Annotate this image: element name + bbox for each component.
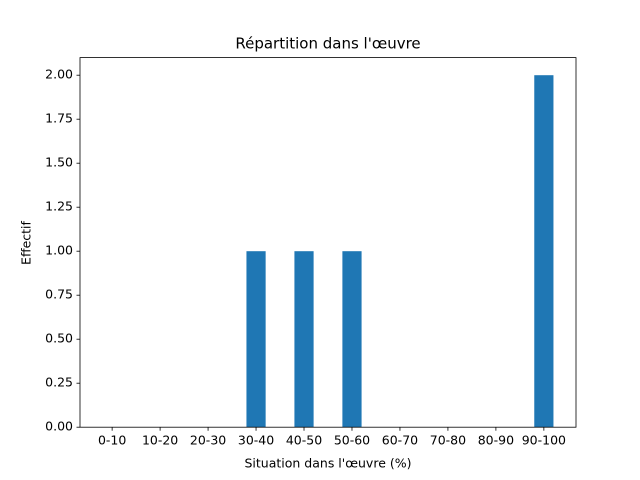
x-tick-label: 20-30 [190,433,226,448]
chart-title: Répartition dans l'œuvre [235,35,420,53]
y-tick-label: 0.50 [45,331,73,346]
y-tick-label: 0.25 [45,375,73,390]
x-axis-label: Situation dans l'œuvre (%) [245,456,412,471]
plot-frame [79,57,577,428]
y-tick-label: 0.75 [45,287,73,302]
bar [342,251,362,428]
x-tick-label: 60-70 [382,433,418,448]
x-tick-label: 40-50 [286,433,322,448]
y-tick-label: 2.00 [45,67,73,82]
x-tick-label: 30-40 [238,433,274,448]
y-tick-label: 1.25 [45,199,73,214]
y-tick-label: 1.75 [45,111,73,126]
bar [534,75,554,428]
y-tick-label: 0.00 [45,419,73,434]
y-tick-label: 1.50 [45,155,73,170]
bar [246,251,266,428]
x-tick-label: 70-80 [430,433,466,448]
y-axis-label: Effectif [19,220,34,264]
x-tick-label: 10-20 [142,433,178,448]
x-tick-label: 80-90 [478,433,514,448]
x-tick-label: 50-60 [334,433,370,448]
x-tick-label: 90-100 [522,433,566,448]
bar [294,251,314,428]
x-tick-label: 0-10 [98,433,126,448]
y-tick-label: 1.00 [45,243,73,258]
